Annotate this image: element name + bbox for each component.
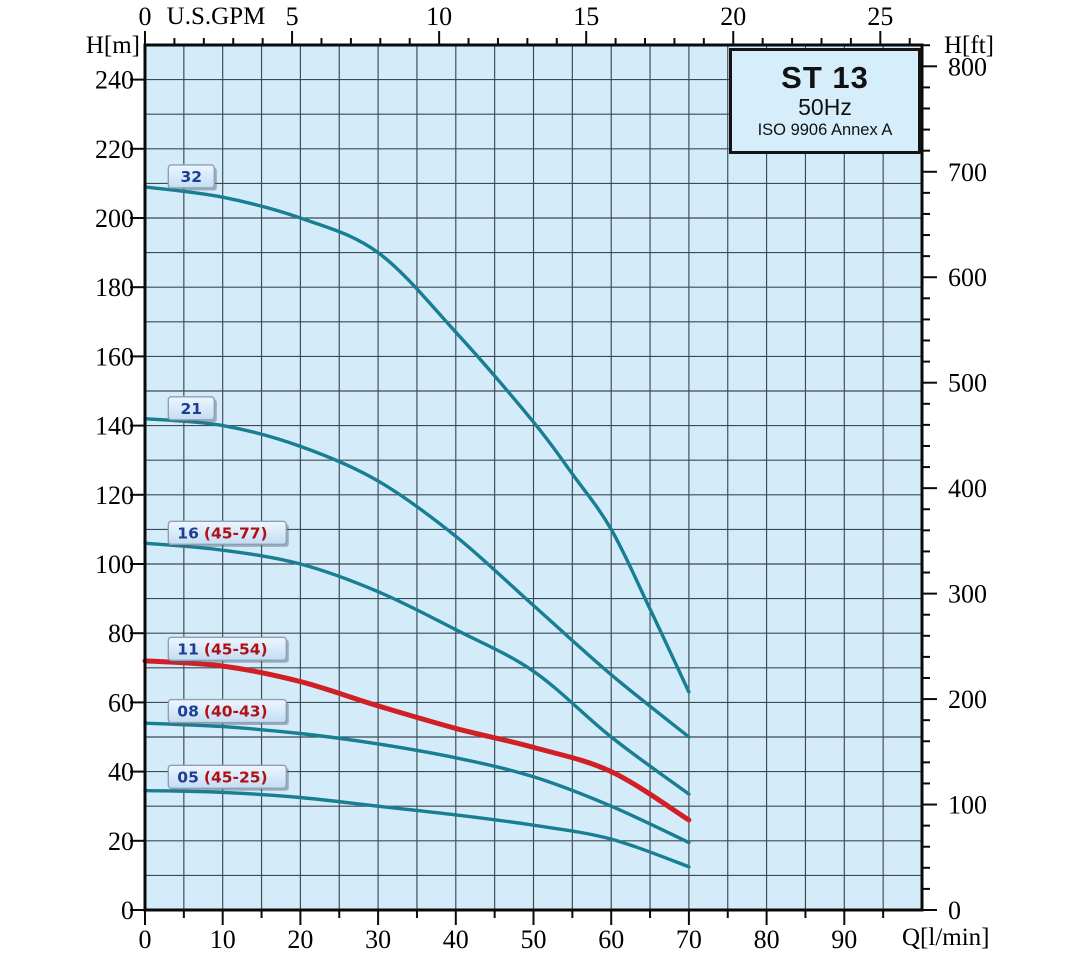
tick-label: 20 [287, 925, 313, 954]
curve-label-11: 11 (45-54) [167, 636, 289, 663]
tick-label: 10 [426, 2, 452, 31]
tick-label: 40 [108, 758, 134, 787]
right-axis-unit-label: H[ft] [944, 32, 994, 59]
tick-label: 600 [948, 263, 987, 292]
curve-label-21: 21 [167, 396, 217, 423]
curve-label-text: 21 [181, 400, 203, 418]
tick-labels: 0 10 20 30 40 50 60 70 80 90 0 5 10 15 20 25 0 20 40 60 80 10… [95, 2, 987, 954]
curve-label-box [167, 764, 288, 789]
tick-label: 60 [108, 688, 134, 717]
tick-label: 180 [95, 273, 134, 302]
tick-label: 700 [948, 158, 987, 187]
curve-label-32: 32 [167, 164, 217, 191]
curve-label-box [167, 636, 288, 661]
tick-label: 80 [754, 925, 780, 954]
curve-label-box [167, 396, 216, 421]
standard-label: ISO 9906 Annex A [757, 120, 893, 139]
tick-label: 90 [831, 925, 857, 954]
tick-label: 400 [948, 474, 987, 503]
frequency-label: 50Hz [798, 94, 852, 121]
tick-label: 800 [948, 52, 987, 81]
tick-label: 200 [948, 685, 987, 714]
curve-11 [142, 658, 692, 823]
bottom-axis-unit-label: Q[l/min] [902, 924, 990, 951]
curve-label-05: 05 (45-25) [167, 764, 289, 791]
tick-label: 500 [948, 369, 987, 398]
tick-label: 120 [95, 481, 134, 510]
chart-title-box: ST 13 50Hz ISO 9906 Annex A [729, 48, 921, 154]
curve-label-box [167, 520, 288, 546]
curve-label-text: 11 (45-54) [177, 640, 267, 658]
top-axis-unit-label: U.S.GPM [166, 3, 266, 30]
tick-label: 50 [521, 925, 547, 954]
curve-05 [143, 788, 691, 869]
curve-21 [143, 417, 691, 739]
tick-label: 200 [95, 204, 134, 233]
tick-label: 140 [95, 412, 134, 441]
curve-32 [143, 185, 691, 694]
tick-label: 0 [139, 925, 152, 954]
plot-border [143, 43, 924, 912]
tick-label: 300 [948, 580, 987, 609]
tick-label: 0 [948, 896, 961, 925]
curve-label-text: 05 (45-25) [177, 768, 267, 786]
curve-label-text: 16 (45-77) [177, 524, 267, 542]
tick-label: 60 [598, 925, 624, 954]
curve-label-08: 08 (40-43) [167, 698, 289, 726]
tick-label: 15 [573, 2, 599, 31]
tick-label: 160 [95, 342, 134, 371]
curve-label-box [167, 164, 216, 189]
tick-label: 0 [121, 896, 134, 925]
tick-label: 100 [95, 550, 134, 579]
tick-label: 70 [676, 925, 702, 954]
tick-label: 240 [95, 66, 134, 95]
pump-model-title: ST 13 [781, 59, 869, 95]
curve-label-box [167, 698, 288, 724]
tick-label: 10 [210, 925, 236, 954]
curve-label-16: 16 (45-77) [167, 520, 289, 547]
curve-16 [143, 541, 691, 796]
tick-label: 80 [108, 619, 134, 648]
curve-08 [143, 721, 691, 845]
tick-label: 5 [286, 2, 299, 31]
tick-label: 20 [108, 827, 134, 856]
tick-label: 40 [443, 925, 469, 954]
left-axis-unit-label: H[m] [85, 32, 140, 59]
tick-label: 100 [948, 791, 987, 820]
tick-label: 30 [365, 925, 391, 954]
tick-label: 25 [867, 2, 893, 31]
tick-label: 220 [95, 135, 134, 164]
grid [145, 45, 922, 910]
curve-label-text: 08 (40-43) [177, 703, 267, 721]
curve-label-text: 32 [181, 168, 203, 186]
tick-label: 20 [720, 2, 746, 31]
tick-label: 0 [139, 2, 152, 31]
